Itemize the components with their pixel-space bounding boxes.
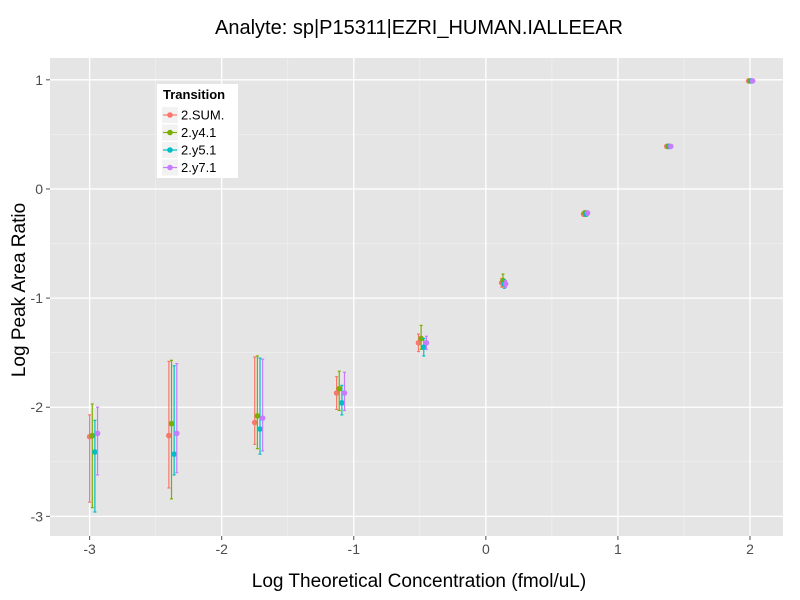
y-axis: -3 -2 -1 0 1: [31, 72, 50, 524]
x-tick-label: -3: [83, 541, 96, 557]
data-point: [584, 210, 591, 216]
data-point: [415, 340, 422, 346]
y-tick-label: 0: [35, 181, 43, 197]
data-point: [171, 451, 177, 457]
legend-item: 2.y7.1: [162, 159, 216, 176]
legend-item: 2.SUM.: [162, 107, 224, 123]
data-point: [89, 432, 96, 439]
data-point: [749, 78, 756, 84]
legend-key-point: [167, 129, 173, 136]
data-point: [251, 419, 258, 426]
data-point: [339, 400, 345, 406]
data-point: [254, 413, 261, 419]
data-point: [333, 390, 340, 396]
data-point: [502, 281, 509, 287]
x-axis-title: Log Theoretical Concentration (fmol/uL): [252, 571, 586, 592]
legend-key-point: [167, 147, 173, 153]
y-tick-label: -3: [31, 508, 44, 524]
y-tick-label: -2: [31, 399, 44, 415]
chart-title: Analyte: sp|P15311|EZRI_HUMAN.IALLEEAR: [215, 17, 623, 39]
y-tick-label: 1: [35, 72, 43, 88]
data-point: [94, 430, 101, 437]
legend-key-point: [167, 112, 173, 118]
data-marks: [86, 78, 756, 513]
x-axis: -3 -2 -1 0 1 2: [83, 536, 754, 557]
legend-title: Transition: [163, 87, 225, 102]
legend-label: 2.SUM.: [181, 108, 224, 123]
legend-label: 2.y7.1: [181, 160, 216, 175]
legend-item: 2.y4.1: [162, 124, 216, 141]
data-point: [420, 344, 427, 351]
data-point: [336, 385, 343, 392]
data-point: [341, 390, 348, 396]
legend-key-point: [167, 164, 173, 171]
series-2.y7.1: [94, 78, 756, 476]
data-point: [257, 426, 263, 432]
y-axis-title: Log Peak Area Ratio: [9, 203, 30, 377]
x-tick-label: -1: [348, 541, 361, 557]
data-point: [667, 143, 674, 150]
legend-item: 2.y5.1: [162, 142, 216, 158]
x-tick-label: 1: [614, 541, 622, 557]
x-tick-label: 2: [746, 541, 754, 557]
y-tick-label: -1: [31, 290, 44, 306]
data-point: [418, 335, 424, 342]
data-point: [173, 430, 180, 437]
major-gridlines: [50, 58, 783, 536]
data-point: [259, 415, 266, 421]
data-point: [168, 420, 175, 427]
legend: Transition 2.SUM. 2.y4.1 2.y5.1 2.y7.1: [157, 84, 238, 178]
x-tick-label: -2: [215, 541, 228, 557]
legend-label: 2.y5.1: [181, 143, 216, 158]
data-point: [166, 432, 172, 439]
minor-gridlines: [50, 58, 783, 536]
legend-label: 2.y4.1: [181, 125, 216, 140]
data-point: [423, 340, 430, 346]
legend-items: 2.SUM. 2.y4.1 2.y5.1 2.y7.1: [162, 107, 224, 176]
x-tick-label: 0: [482, 541, 490, 557]
data-point: [92, 449, 98, 455]
